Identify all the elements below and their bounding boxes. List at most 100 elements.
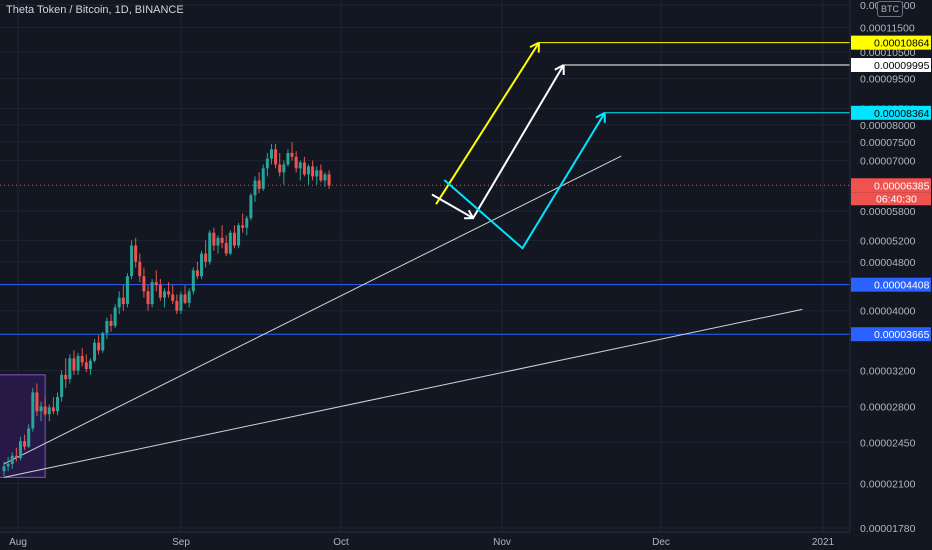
y-tick-label: 0.00003200 <box>860 366 916 378</box>
candle-body <box>72 358 76 371</box>
candle-body <box>80 355 84 363</box>
bar-countdown: 06:40:30 <box>876 193 917 205</box>
candle-body <box>191 270 195 292</box>
candle-body <box>278 164 282 173</box>
y-tick-label: 0.00005800 <box>860 206 916 218</box>
candle-body <box>167 291 171 295</box>
candle-body <box>282 164 286 173</box>
candle-body <box>187 291 191 303</box>
x-tick-label: Sep <box>172 537 190 548</box>
trend-line <box>3 155 622 465</box>
price-label: 0.00004408 <box>874 280 930 292</box>
candle-body <box>253 180 257 196</box>
x-tick-label: Dec <box>652 537 670 548</box>
range-box <box>0 374 46 478</box>
y-tick-label: 0.00007000 <box>860 156 916 168</box>
candle-body <box>109 320 113 326</box>
candle-body <box>212 232 216 246</box>
arrowhead <box>467 209 474 219</box>
candle-body <box>47 407 51 415</box>
candle-body <box>204 253 208 262</box>
candle-body <box>200 253 204 277</box>
candle-body <box>261 168 265 189</box>
candle-body <box>68 358 72 380</box>
candle-body <box>101 333 105 351</box>
candle-body <box>31 392 35 429</box>
arrowhead <box>554 64 565 71</box>
candle-body <box>84 362 88 369</box>
arrowhead <box>595 111 606 119</box>
candle-body <box>150 282 154 305</box>
candle-body <box>294 156 298 169</box>
candle-body <box>158 285 162 298</box>
candle-body <box>117 297 121 308</box>
price-label-box <box>851 178 931 193</box>
trend-line <box>3 308 803 478</box>
y-tick-label: 0.00002100 <box>860 479 916 491</box>
y-tick-label: 0.00007500 <box>860 137 916 149</box>
candle-body <box>183 294 187 303</box>
candle-body <box>311 166 315 177</box>
price-label-box <box>851 58 931 73</box>
candle-body <box>43 406 47 415</box>
candle-body <box>23 441 27 447</box>
candle-body <box>154 282 158 286</box>
candle-body <box>113 307 117 326</box>
candle-body <box>64 374 68 380</box>
candle-body <box>220 237 224 243</box>
candle-body <box>14 455 18 459</box>
x-tick-label: Oct <box>333 537 349 548</box>
candle-body <box>241 225 245 228</box>
y-tick-label: 0.00011500 <box>860 22 915 34</box>
price-label-box <box>851 327 931 342</box>
price-label-box <box>851 105 931 120</box>
candle-body <box>142 276 146 292</box>
candle-body <box>249 195 253 219</box>
candle-body <box>286 153 290 165</box>
candle-body <box>257 180 261 189</box>
candle-body <box>171 294 175 301</box>
candle-body <box>97 342 101 351</box>
candle-body <box>208 232 212 262</box>
candle-body <box>323 174 327 181</box>
candle-body <box>93 342 97 361</box>
candle-body <box>265 158 269 169</box>
candle-body <box>146 291 150 305</box>
price-label-box <box>851 277 931 292</box>
candle-body <box>269 149 273 159</box>
y-tick-label: 0.00004800 <box>860 257 916 269</box>
candle-body <box>134 245 138 262</box>
y-tick-label: 0.00010500 <box>860 47 916 59</box>
x-tick-label: 2021 <box>812 537 835 548</box>
y-tick-label: 0.00005200 <box>860 235 916 247</box>
candle-body <box>18 441 22 459</box>
candle-body <box>130 245 134 277</box>
candle-body <box>274 149 278 165</box>
price-label: 0.00009995 <box>874 60 930 72</box>
price-label: 0.00008364 <box>874 108 930 120</box>
price-label-box <box>851 35 931 50</box>
candle-body <box>237 225 241 246</box>
candle-body <box>232 232 236 246</box>
price-label: 0.00003665 <box>874 329 930 341</box>
candle-body <box>302 162 306 175</box>
y-tick-label: 0.00004000 <box>860 306 916 318</box>
candle-body <box>39 406 43 412</box>
y-tick-label: 0.00002450 <box>860 437 916 449</box>
candle-body <box>216 237 220 246</box>
currency-badge[interactable]: BTC <box>877 1 903 17</box>
candle-body <box>224 242 228 254</box>
candle-body <box>2 466 6 472</box>
projection-arrow-yellow <box>435 42 540 205</box>
candle-body <box>27 428 31 447</box>
arrowhead <box>529 41 540 48</box>
candle-body <box>162 291 166 298</box>
candle-body <box>60 374 64 398</box>
candle-body <box>245 218 249 228</box>
candle-body <box>195 270 199 277</box>
candle-body <box>319 170 323 181</box>
candle-body <box>307 166 311 175</box>
candle-body <box>35 392 39 412</box>
